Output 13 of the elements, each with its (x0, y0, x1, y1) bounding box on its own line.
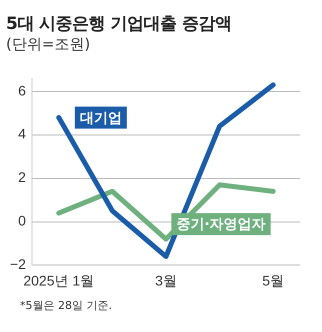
y-tick-label: 2 (18, 169, 26, 186)
series-label: 대기업 (80, 110, 122, 126)
x-tick-label: 5월 (262, 272, 284, 288)
y-tick-label: 0 (18, 212, 26, 229)
x-tick-label: 3월 (155, 272, 177, 288)
y-tick-label: 6 (18, 82, 26, 98)
text: *5월은 28일 기준. (20, 298, 112, 313)
y-tick-label: −2 (10, 256, 26, 272)
chart-title: 5대 시중은행 기업대출 증감액 (6, 13, 232, 35)
chart-subtitle: (단위=조원) (6, 35, 90, 54)
series-label: 중기·자영업자 (176, 216, 266, 233)
y-tick-label: 4 (18, 126, 26, 142)
x-tick-label: 2025년 1월 (23, 272, 94, 288)
